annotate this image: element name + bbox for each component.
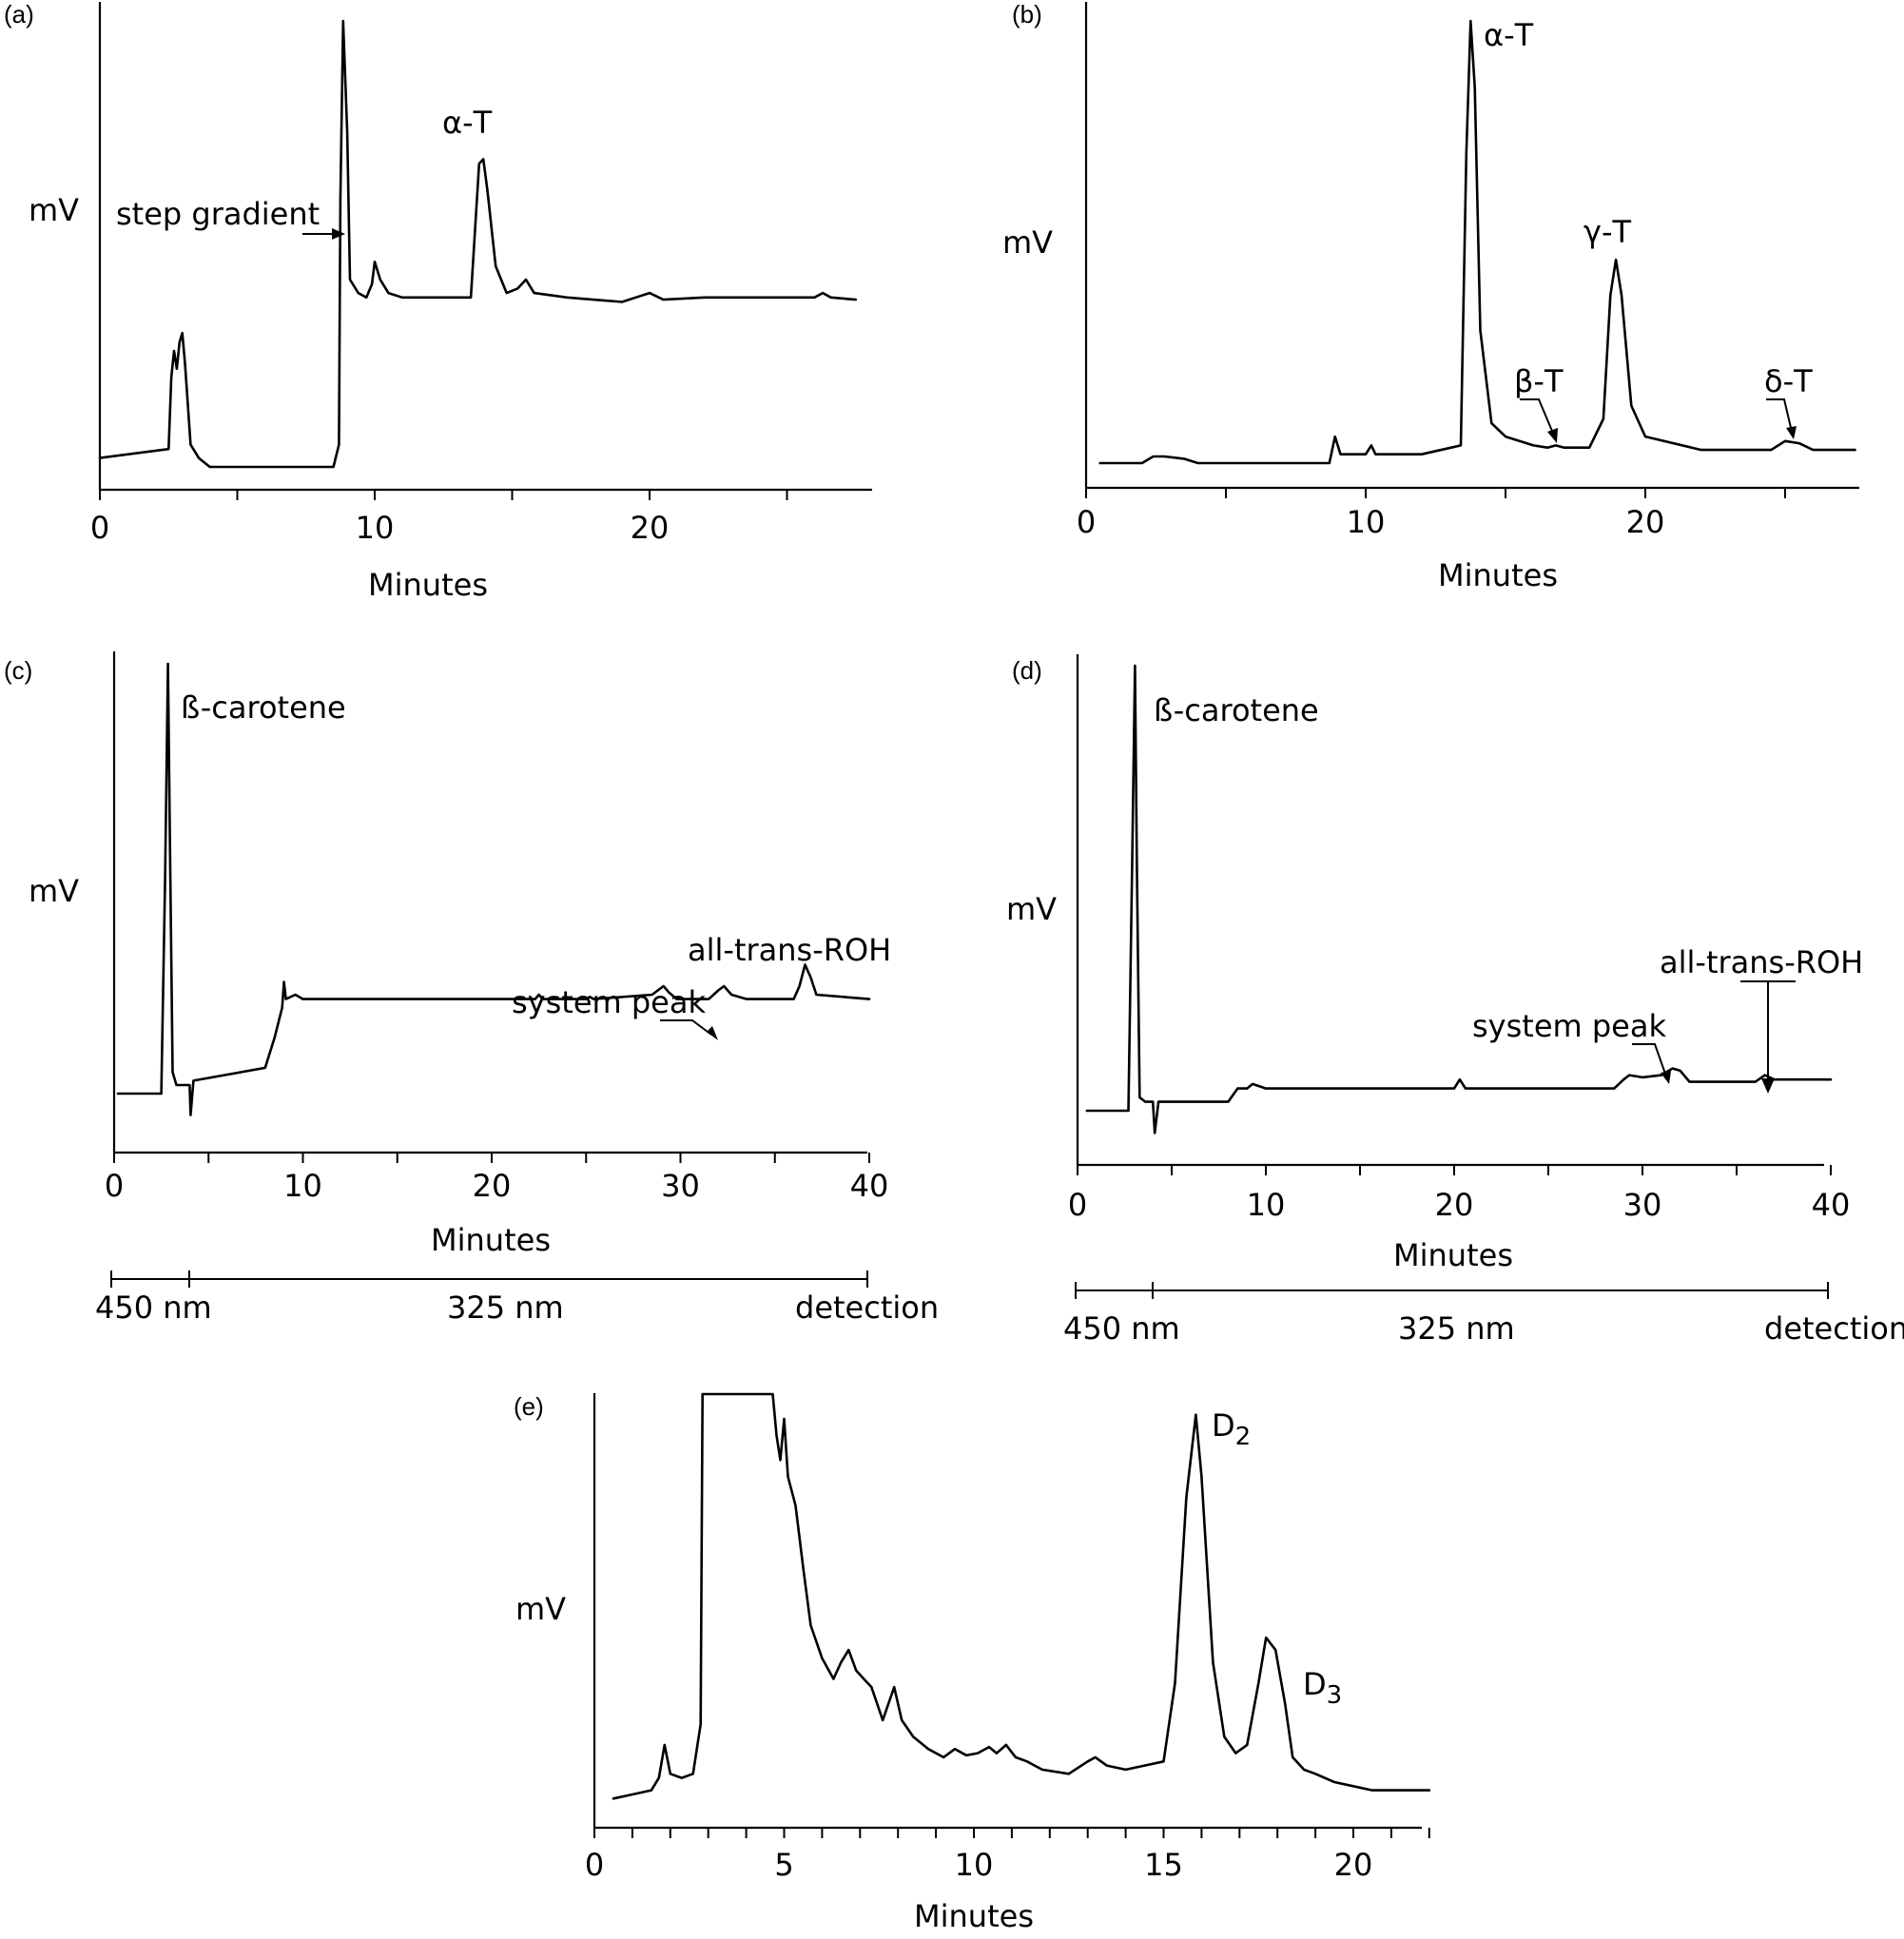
panel-b-gamma-t-label: γ-T — [1583, 214, 1631, 250]
panel-d-all-trans-roh-leader — [1740, 980, 1796, 1094]
x-tick-label: 30 — [1623, 1187, 1662, 1223]
x-tick-label: 10 — [356, 510, 395, 546]
panel-c-detection-scale: 450 nm 325 nm detection — [95, 1270, 939, 1326]
panel-b-delta-t-leader — [1766, 398, 1797, 439]
panel-d-scale-450nm: 450 nm — [1063, 1310, 1180, 1347]
panel-a-tag: (a) — [4, 0, 34, 29]
panel-d-beta-carotene-label: ß-carotene — [1154, 692, 1319, 728]
panel-c-x-label: Minutes — [431, 1222, 551, 1258]
panel-b-y-label: mV — [1002, 224, 1053, 261]
panel-b-tag: (b) — [1012, 0, 1042, 29]
panel-e-x-label: Minutes — [914, 1898, 1034, 1934]
panel-a: (a) mV 0 10 20 Minutes α-T step gradient — [4, 0, 872, 603]
panel-b-beta-t-label: β-T — [1514, 363, 1564, 399]
panel-c-beta-carotene-label: ß-carotene — [181, 689, 346, 726]
panel-c-scale-450nm: 450 nm — [95, 1289, 212, 1326]
panel-b-delta-t-label: δ-T — [1764, 363, 1813, 399]
panel-b-beta-t-leader — [1520, 398, 1558, 443]
panel-d-detection-scale: 450 nm 325 nm detection — [1063, 1282, 1904, 1347]
panel-d-y-label: mV — [1006, 891, 1057, 927]
panel-c-x-ticks: 0 10 20 30 40 — [105, 1153, 889, 1204]
panel-e-x-ticks: 0 5 10 15 20 — [585, 1828, 1430, 1883]
panel-e: (e) mV 0 5 10 15 20 Minutes D2 D3 — [514, 1392, 1431, 1934]
panel-d-x-label: Minutes — [1393, 1237, 1513, 1273]
panel-e-d2-label: D2 — [1212, 1407, 1251, 1451]
panel-a-y-label: mV — [29, 192, 79, 228]
x-tick-label: 20 — [631, 510, 670, 546]
x-tick-label: 30 — [661, 1168, 700, 1204]
panel-a-trace — [98, 19, 858, 469]
panel-c-scale-325nm: 325 nm — [447, 1289, 564, 1326]
x-tick-label: 20 — [1334, 1847, 1373, 1883]
x-tick-label: 5 — [774, 1847, 793, 1883]
x-tick-label: 20 — [1626, 504, 1665, 540]
panel-d-scale-detection: detection — [1764, 1310, 1904, 1347]
panel-e-y-label: mV — [515, 1591, 566, 1627]
panel-c: (c) mV 0 10 20 30 40 Minutes ß-carotene syst… — [4, 651, 939, 1326]
panel-d-x-ticks: 0 10 20 30 40 — [1068, 1165, 1851, 1223]
panel-d-system-peak-label: system peak — [1472, 1008, 1666, 1044]
panel-c-y-label: mV — [29, 873, 79, 909]
x-tick-label: 20 — [1435, 1187, 1474, 1223]
x-tick-label: 15 — [1144, 1847, 1183, 1883]
x-tick-label: 10 — [955, 1847, 994, 1883]
x-tick-label: 10 — [1247, 1187, 1286, 1223]
panel-b-alpha-t-label: α-T — [1484, 17, 1534, 53]
panel-b: (b) mV 0 10 20 Minutes α-T γ-T β-T δ-T — [1002, 0, 1859, 593]
panel-c-all-trans-roh-label: all-trans-ROH — [688, 932, 891, 968]
panel-b-x-ticks: 0 10 20 — [1077, 488, 1786, 540]
x-tick-label: 40 — [850, 1168, 889, 1204]
panel-c-tag: (c) — [4, 656, 32, 685]
x-tick-label: 0 — [1068, 1187, 1087, 1223]
x-tick-label: 0 — [1077, 504, 1096, 540]
panel-a-x-label: Minutes — [368, 567, 488, 603]
panel-a-x-ticks: 0 10 20 — [90, 490, 788, 546]
panel-d-system-peak-leader — [1632, 1043, 1671, 1084]
x-tick-label: 10 — [1347, 504, 1386, 540]
panel-d-scale-325nm: 325 nm — [1398, 1310, 1515, 1347]
panel-e-trace — [612, 1392, 1431, 1800]
x-tick-label: 0 — [105, 1168, 124, 1204]
panel-a-alpha-t-label: α-T — [442, 105, 493, 141]
panel-c-trace — [116, 662, 871, 1116]
x-tick-label: 40 — [1812, 1187, 1851, 1223]
panel-e-d3-label: D3 — [1303, 1666, 1342, 1710]
x-tick-label: 0 — [585, 1847, 604, 1883]
x-tick-label: 20 — [473, 1168, 512, 1204]
panel-c-scale-detection: detection — [795, 1289, 939, 1326]
panel-a-step-gradient-label: step gradient — [116, 196, 320, 232]
x-tick-label: 0 — [90, 510, 109, 546]
panel-a-step-gradient-arrow — [302, 228, 345, 240]
panel-d-trace — [1085, 664, 1833, 1134]
panel-e-tag: (e) — [514, 1392, 544, 1421]
panel-d: (d) mV 0 10 20 30 40 Minutes ß-carotene syst… — [1006, 654, 1904, 1347]
panel-d-all-trans-roh-label: all-trans-ROH — [1660, 944, 1863, 980]
panel-b-trace — [1098, 19, 1856, 465]
x-tick-label: 10 — [283, 1168, 322, 1204]
panel-d-tag: (d) — [1012, 656, 1042, 685]
panel-b-x-label: Minutes — [1438, 557, 1558, 593]
panel-c-system-peak-label: system peak — [512, 984, 706, 1020]
panel-c-system-peak-leader — [660, 1019, 718, 1040]
